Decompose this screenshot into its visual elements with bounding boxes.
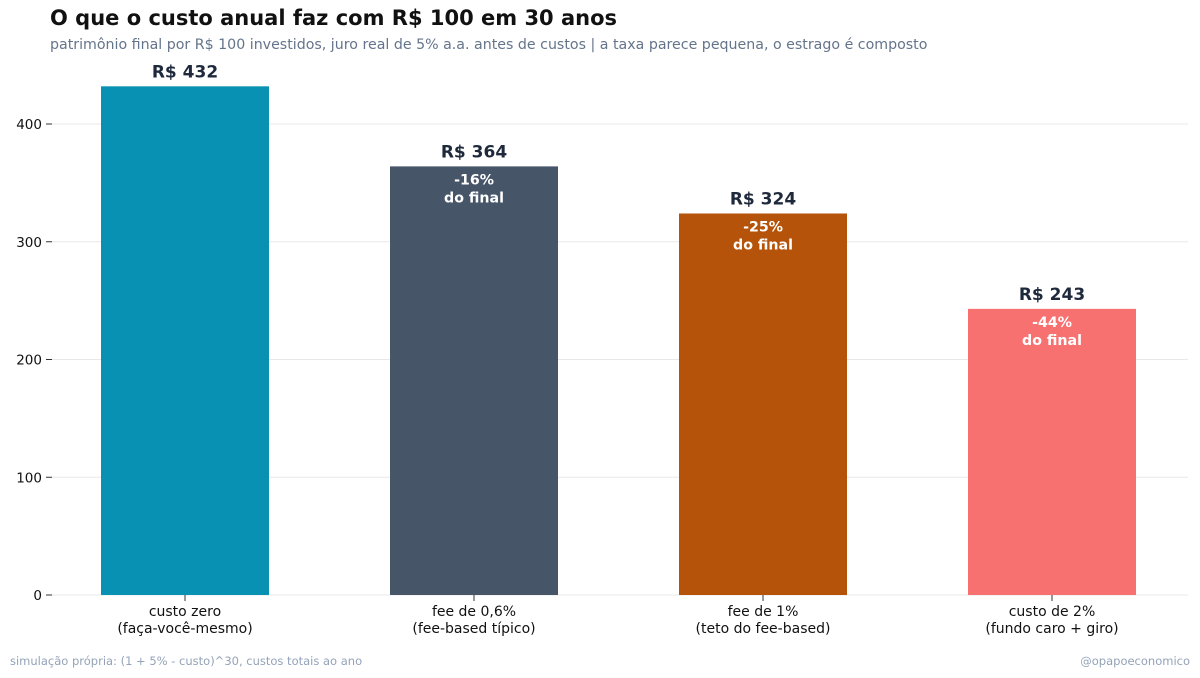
y-tick-label: 200 bbox=[16, 353, 42, 369]
bar-value-label: R$ 324 bbox=[730, 189, 796, 209]
bar-2 bbox=[390, 166, 558, 595]
bar-note-label: -44% bbox=[1032, 315, 1072, 331]
x-category-label: (faça-você-mesmo) bbox=[117, 621, 252, 637]
chart-title: O que o custo anual faz com R$ 100 em 30… bbox=[50, 6, 618, 30]
bar-3 bbox=[679, 213, 847, 596]
x-category-label: custo de 2% bbox=[1009, 604, 1096, 620]
x-category-label: fee de 0,6% bbox=[432, 604, 516, 620]
y-tick-label: 100 bbox=[16, 470, 42, 486]
bar-4 bbox=[968, 308, 1136, 595]
bar-1 bbox=[101, 86, 269, 595]
y-tick-label: 400 bbox=[16, 117, 42, 133]
bar-note-label: do final bbox=[1022, 333, 1082, 349]
y-axis: 0 100 200 300 400 bbox=[16, 117, 1053, 604]
y-tick-label: 300 bbox=[16, 235, 42, 251]
x-category-label: (fee-based típico) bbox=[412, 621, 535, 637]
source-note: simulação própria: (1 + 5% - custo)^30, … bbox=[10, 654, 363, 668]
author-handle: @opapoeconomico bbox=[1080, 654, 1190, 668]
bar-note-label: -16% bbox=[454, 172, 494, 188]
bar-value-label: R$ 432 bbox=[152, 62, 218, 82]
x-category-label: (teto do fee-based) bbox=[696, 621, 831, 637]
bar-value-label: R$ 364 bbox=[441, 142, 507, 162]
x-category-label: fee de 1% bbox=[728, 604, 799, 620]
bars bbox=[101, 86, 1136, 596]
bar-value-label: R$ 243 bbox=[1019, 285, 1085, 305]
bar-note-label: do final bbox=[733, 237, 793, 253]
y-tick-label: 0 bbox=[33, 588, 42, 604]
labels: R$ 432 custo zero(faça-você-mesmo) R$ 364 -… bbox=[117, 62, 1118, 637]
chart-subtitle: patrimônio final por R$ 100 investidos, … bbox=[50, 37, 928, 53]
bar-note-label: do final bbox=[444, 190, 504, 206]
x-category-label: (fundo caro + giro) bbox=[985, 621, 1118, 637]
bar-note-label: -25% bbox=[743, 219, 783, 235]
x-category-label: custo zero bbox=[149, 604, 221, 620]
